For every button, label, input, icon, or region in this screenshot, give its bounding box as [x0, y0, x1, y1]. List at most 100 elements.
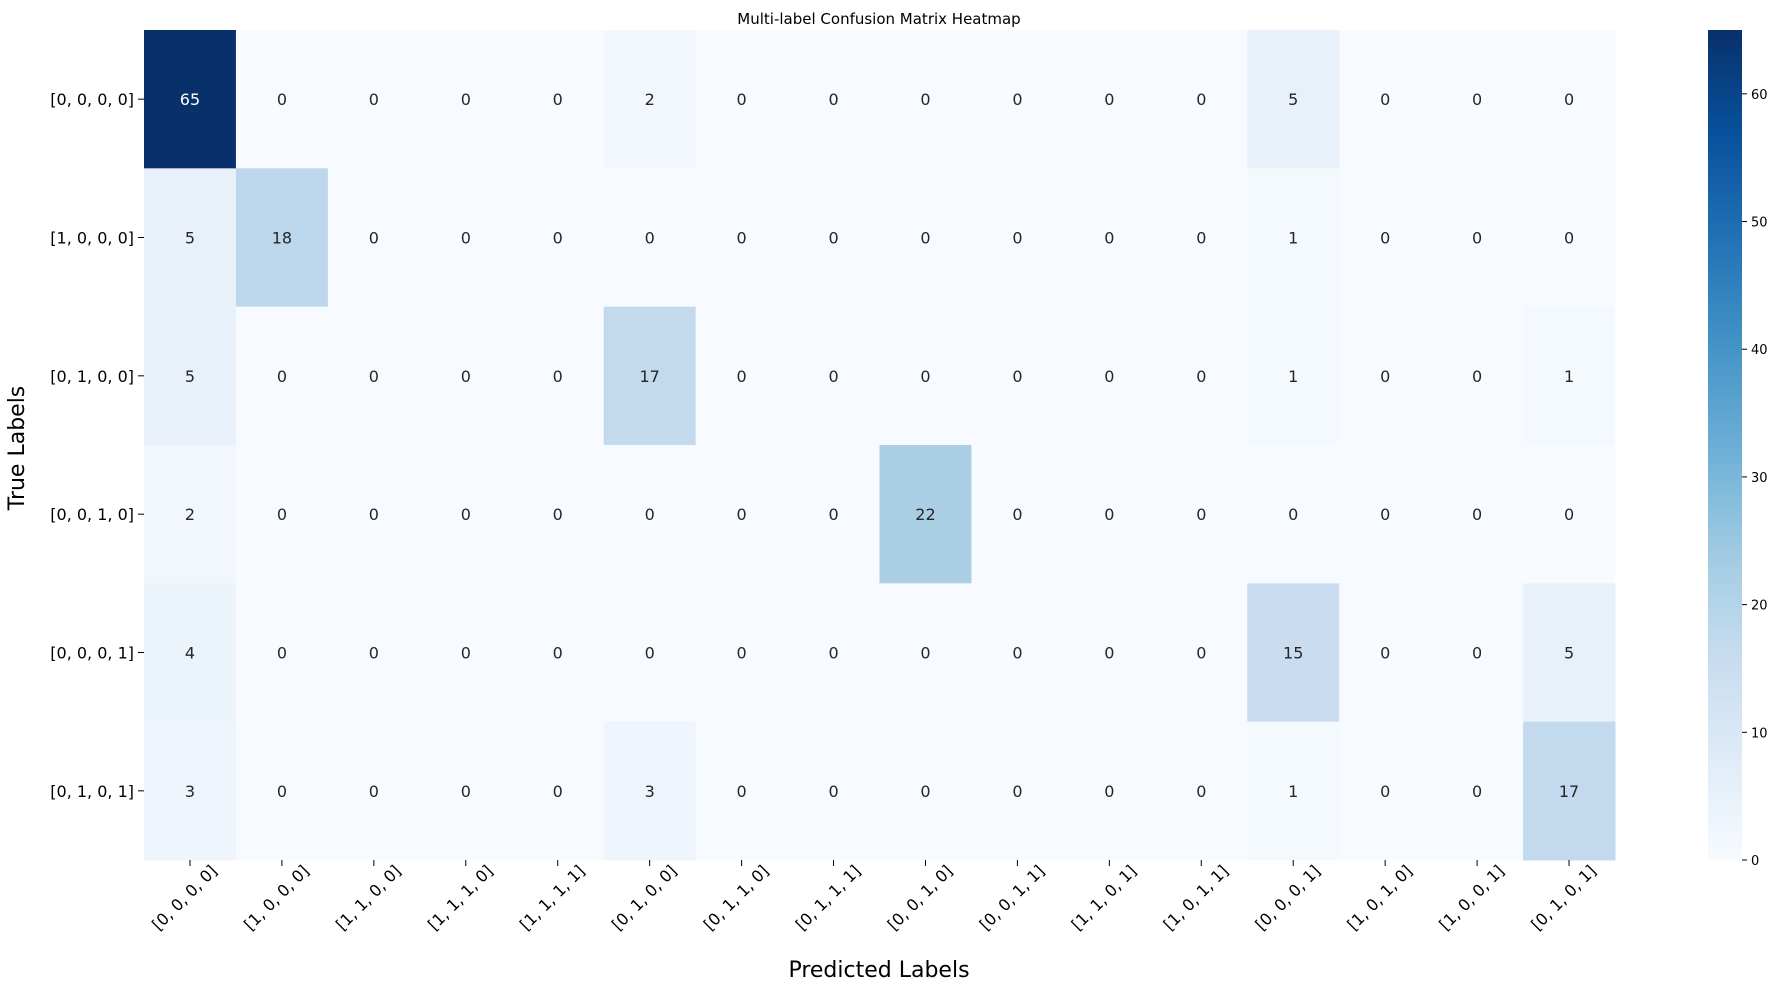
cell-value-label: 0 — [645, 229, 655, 248]
cell-value-label: 0 — [553, 782, 563, 801]
heatmap-cell — [603, 721, 697, 861]
heatmap-cell — [1431, 445, 1524, 584]
heatmap-cell — [1247, 721, 1340, 861]
heatmap-cell — [235, 721, 329, 861]
heatmap-cell — [1155, 583, 1248, 723]
y-tick-label: [0, 0, 0, 0] — [50, 90, 134, 109]
heatmap-cell — [879, 306, 972, 446]
heatmap-cell — [327, 306, 421, 446]
colorbar-tick-label: 30 — [1751, 471, 1768, 486]
heatmap-cell — [879, 721, 972, 861]
heatmap-cell — [787, 168, 880, 308]
x-tick-label: [0, 1, 1, 1] — [792, 861, 865, 934]
heatmap-cell — [1155, 721, 1248, 861]
cell-value-label: 0 — [369, 367, 379, 386]
cell-value-label: 0 — [1196, 782, 1206, 801]
cell-value-label: 22 — [915, 505, 935, 524]
x-tick-label: [0, 1, 0, 1] — [1527, 861, 1600, 934]
cell-value-label: 0 — [1380, 90, 1390, 109]
heatmap-cell — [1523, 30, 1616, 169]
heatmap-cell — [1063, 721, 1156, 861]
cell-value-label: 0 — [1104, 229, 1114, 248]
heatmap-cell — [787, 721, 880, 861]
heatmap-cell — [695, 583, 789, 723]
heatmap-cell — [1247, 306, 1340, 446]
cell-value-label: 0 — [828, 782, 838, 801]
heatmap-cell — [235, 306, 329, 446]
heatmap-cell — [695, 168, 789, 308]
cell-value-label: 5 — [185, 229, 195, 248]
x-tick-label: [1, 1, 1, 1] — [516, 861, 589, 934]
heatmap-cell — [1339, 168, 1432, 308]
cell-value-label: 0 — [828, 90, 838, 109]
heatmap-cell-labels: 65 0 0 0 0 2 0 0 0 0 0 0 5 0 0 0 5 18 0 0 0 0 0 0 0 0 0 0 1 0 0 0 5 0 0 0 0 1… — [180, 90, 1579, 801]
heatmap-cell — [603, 30, 697, 169]
heatmap-cell — [1523, 168, 1616, 308]
cell-value-label: 0 — [277, 505, 287, 524]
cell-value-label: 0 — [1380, 782, 1390, 801]
cell-value-label: 0 — [553, 229, 563, 248]
heatmap-cell — [327, 30, 421, 169]
heatmap-cell — [235, 445, 329, 584]
cell-value-label: 0 — [1380, 229, 1390, 248]
heatmap-cell — [1247, 583, 1340, 723]
x-tick-label: [1, 0, 1, 0] — [1343, 861, 1416, 934]
heatmap-cell — [1063, 30, 1156, 169]
heatmap-cell — [787, 445, 880, 584]
cell-value-label: 0 — [1472, 367, 1482, 386]
cell-value-label: 0 — [461, 644, 471, 663]
cell-value-label: 0 — [553, 505, 563, 524]
cell-value-label: 0 — [1012, 505, 1022, 524]
x-tick-label: [1, 0, 1, 1] — [1159, 861, 1232, 934]
cell-value-label: 0 — [920, 90, 930, 109]
cell-value-label: 0 — [828, 644, 838, 663]
heatmap-cell — [695, 445, 789, 584]
cell-value-label: 0 — [1472, 229, 1482, 248]
x-axis-ticks: [0, 0, 0, 0] [1, 0, 0, 0] [1, 1, 0, 0] [1, … — [148, 860, 1600, 934]
heatmap-cell — [1523, 721, 1616, 861]
heatmap-cell — [144, 30, 237, 169]
heatmap-cell — [235, 30, 329, 169]
cell-value-label: 0 — [737, 505, 747, 524]
cell-value-label: 0 — [828, 505, 838, 524]
x-tick-label: [0, 1, 0, 0] — [608, 861, 681, 934]
cell-value-label: 0 — [1104, 90, 1114, 109]
heatmap-cell — [511, 168, 605, 308]
cell-value-label: 0 — [737, 782, 747, 801]
cell-value-label: 3 — [645, 782, 655, 801]
cell-value-label: 0 — [277, 644, 287, 663]
cell-value-label: 0 — [737, 367, 747, 386]
x-tick-label: [1, 1, 0, 1] — [1068, 861, 1141, 934]
cell-value-label: 0 — [828, 367, 838, 386]
cell-value-label: 0 — [1380, 505, 1390, 524]
colorbar-tick-label: 20 — [1751, 599, 1768, 614]
cell-value-label: 0 — [277, 782, 287, 801]
cell-value-label: 0 — [369, 505, 379, 524]
cell-value-label: 0 — [1196, 644, 1206, 663]
cell-value-label: 2 — [645, 90, 655, 109]
colorbar — [1708, 30, 1742, 860]
heatmap-cell — [695, 30, 789, 169]
heatmap-cell — [603, 583, 697, 723]
heatmap-cell — [787, 583, 880, 723]
heatmap-cell — [327, 168, 421, 308]
cell-value-label: 1 — [1288, 229, 1298, 248]
heatmap-cell — [419, 721, 513, 861]
heatmap-cell — [787, 30, 880, 169]
colorbar-ticks: 0 10 20 30 40 50 60 — [1742, 88, 1768, 869]
heatmap-cell — [695, 721, 789, 861]
cell-value-label: 0 — [1012, 229, 1022, 248]
heatmap-cell — [1431, 721, 1524, 861]
cell-value-label: 0 — [1472, 505, 1482, 524]
heatmap-cell — [511, 583, 605, 723]
cell-value-label: 2 — [185, 505, 195, 524]
heatmap-cell — [1063, 168, 1156, 308]
heatmap-cell — [419, 445, 513, 584]
cell-value-label: 0 — [1012, 367, 1022, 386]
x-axis-title: Predicted Labels — [788, 958, 969, 983]
y-axis-title: True Labels — [5, 386, 30, 512]
cell-value-label: 0 — [553, 644, 563, 663]
cell-value-label: 5 — [185, 367, 195, 386]
cell-value-label: 0 — [277, 367, 287, 386]
heatmap-cell — [603, 445, 697, 584]
